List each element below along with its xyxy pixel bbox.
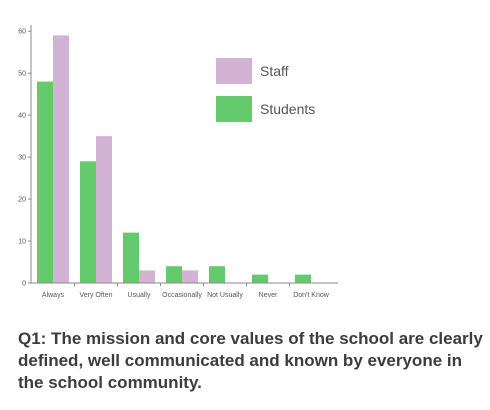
bar-students-5 (252, 274, 268, 283)
y-tick-label: 50 (18, 71, 26, 78)
x-category-label: Occasionally (162, 292, 202, 299)
x-category-label: Very Often (79, 292, 112, 299)
x-category-label: Usually (128, 292, 151, 299)
bar-chart: 0 10 20 30 40 50 60 Always Very Often Usually Occ… (18, 25, 338, 299)
bar-staff-0 (53, 35, 69, 283)
chart-caption: Q1: The mission and core values of the s… (18, 329, 483, 392)
y-tick-label: 20 (18, 197, 26, 204)
y-tick-label: 10 (18, 239, 26, 246)
legend-swatch-staff (216, 58, 252, 84)
legend-label-staff: Staff (260, 63, 289, 79)
bar-staff-1 (96, 136, 112, 283)
x-axis: Always Very Often Usually Occasionally Not U… (31, 282, 338, 299)
bar-staff-2 (139, 270, 155, 283)
bar-students-3 (166, 266, 182, 283)
x-category-label: Always (42, 292, 65, 299)
bars (37, 35, 311, 284)
y-tick-label: 0 (22, 281, 26, 288)
x-category-label: Don't Know (293, 292, 330, 299)
x-category-label: Never (259, 292, 278, 299)
y-tick-label: 60 (18, 29, 26, 36)
bar-students-6 (295, 274, 311, 283)
y-tick-label: 30 (18, 155, 26, 162)
y-axis: 0 10 20 30 40 50 60 (18, 25, 32, 288)
bar-students-2 (123, 232, 139, 283)
y-tick-label: 40 (18, 113, 26, 120)
legend-label-students: Students (260, 101, 315, 117)
legend: Staff Students (216, 58, 315, 122)
bar-students-0 (37, 81, 53, 284)
bar-students-1 (80, 161, 96, 283)
bar-staff-3 (182, 270, 198, 283)
legend-swatch-students (216, 96, 252, 122)
x-category-label: Not Usually (207, 292, 243, 299)
bar-students-4 (209, 266, 225, 283)
